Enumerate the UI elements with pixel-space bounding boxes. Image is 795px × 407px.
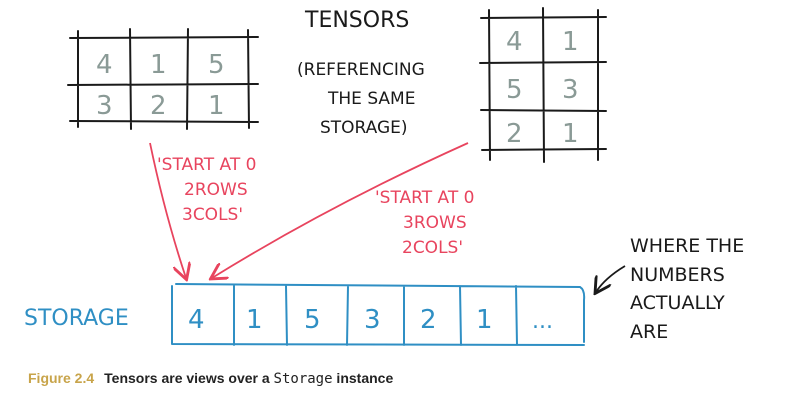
tensor-2x3-cell: 1 (150, 50, 167, 80)
tensor-3x2-cell: 2 (506, 119, 523, 149)
annotation-right: 'START AT 0 3ROWS 2COLS' (375, 188, 474, 258)
title-line-3: THE SAME (327, 89, 415, 109)
storage-cell: 5 (304, 305, 321, 335)
tensor-3x2-cell: 1 (562, 119, 579, 149)
figure-caption: Figure 2.4 Tensors are views over a Stora… (28, 370, 393, 387)
storage-label: STORAGE (24, 306, 129, 331)
tensor-2x3-cell: 4 (96, 50, 113, 80)
where-note-line-3: ACTUALLY (630, 292, 725, 314)
title-block: TENSORS (REFERENCING THE SAME STORAGE) (297, 8, 425, 138)
arrow-right-to-storage (212, 142, 469, 278)
title-line-4: STORAGE) (320, 118, 408, 138)
caption-code: Storage (273, 371, 333, 387)
tensor-2x3-cell: 5 (208, 50, 225, 80)
annotation-right-line-2: 3ROWS (403, 213, 467, 233)
storage-cell: 2 (420, 305, 437, 335)
storage-cell: ... (532, 309, 553, 334)
caption-text-before: Tensors are views over a (104, 370, 274, 386)
caption-figure-number: Figure 2.4 (28, 370, 95, 386)
title-line-2: (REFERENCING (297, 60, 425, 80)
where-note-line-1: WHERE THE (630, 235, 744, 257)
tensor-3x2: 4 1 5 3 2 1 (479, 7, 607, 163)
tensor-3x2-cell: 5 (506, 75, 523, 105)
tensor-3x2-cell: 1 (562, 27, 579, 57)
annotation-left-line-1: 'START AT 0 (157, 155, 256, 175)
where-note: WHERE THE NUMBERS ACTUALLY ARE (630, 235, 744, 343)
storage-cell: 1 (476, 305, 493, 335)
tensor-3x2-cell: 4 (506, 27, 523, 57)
tensor-2x3-grid (67, 28, 259, 130)
where-note-line-2: NUMBERS (630, 264, 725, 286)
tensor-2x3-cell: 3 (96, 91, 113, 121)
storage-outline (171, 283, 586, 346)
annotation-right-line-3: 2COLS' (402, 238, 463, 258)
diagram-svg: TENSORS (REFERENCING THE SAME STORAGE) 4… (24, 7, 744, 346)
annotation-left-line-2: 2ROWS (184, 180, 248, 200)
where-note-line-4: ARE (630, 321, 668, 343)
arrow-note-to-storage (596, 265, 626, 292)
storage-array: 4 1 5 3 2 1 ... (171, 283, 586, 346)
annotation-right-line-1: 'START AT 0 (375, 188, 474, 208)
storage-cell: 3 (364, 305, 381, 335)
tensor-2x3: 4 1 5 3 2 1 (67, 28, 259, 130)
caption-text-after: instance (332, 370, 394, 386)
title-line-1: TENSORS (304, 8, 409, 33)
tensor-3x2-cell: 3 (562, 75, 579, 105)
tensor-2x3-cell: 1 (208, 91, 225, 121)
arrow-left-to-storage (149, 142, 186, 278)
annotation-left-line-3: 3COLS' (182, 205, 243, 225)
tensor-2x3-cell: 2 (150, 91, 167, 121)
tensor-3x2-grid (479, 7, 607, 163)
storage-cell: 4 (188, 305, 205, 335)
annotation-left: 'START AT 0 2ROWS 3COLS' (157, 155, 256, 225)
storage-cell: 1 (246, 305, 263, 335)
